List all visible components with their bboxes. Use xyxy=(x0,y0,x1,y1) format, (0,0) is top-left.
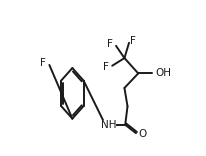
Text: F: F xyxy=(130,36,136,46)
Text: NH: NH xyxy=(101,120,116,130)
Text: O: O xyxy=(139,129,147,139)
Text: F: F xyxy=(107,39,113,49)
Text: OH: OH xyxy=(156,68,172,78)
Text: F: F xyxy=(103,62,109,72)
Text: F: F xyxy=(40,58,46,68)
